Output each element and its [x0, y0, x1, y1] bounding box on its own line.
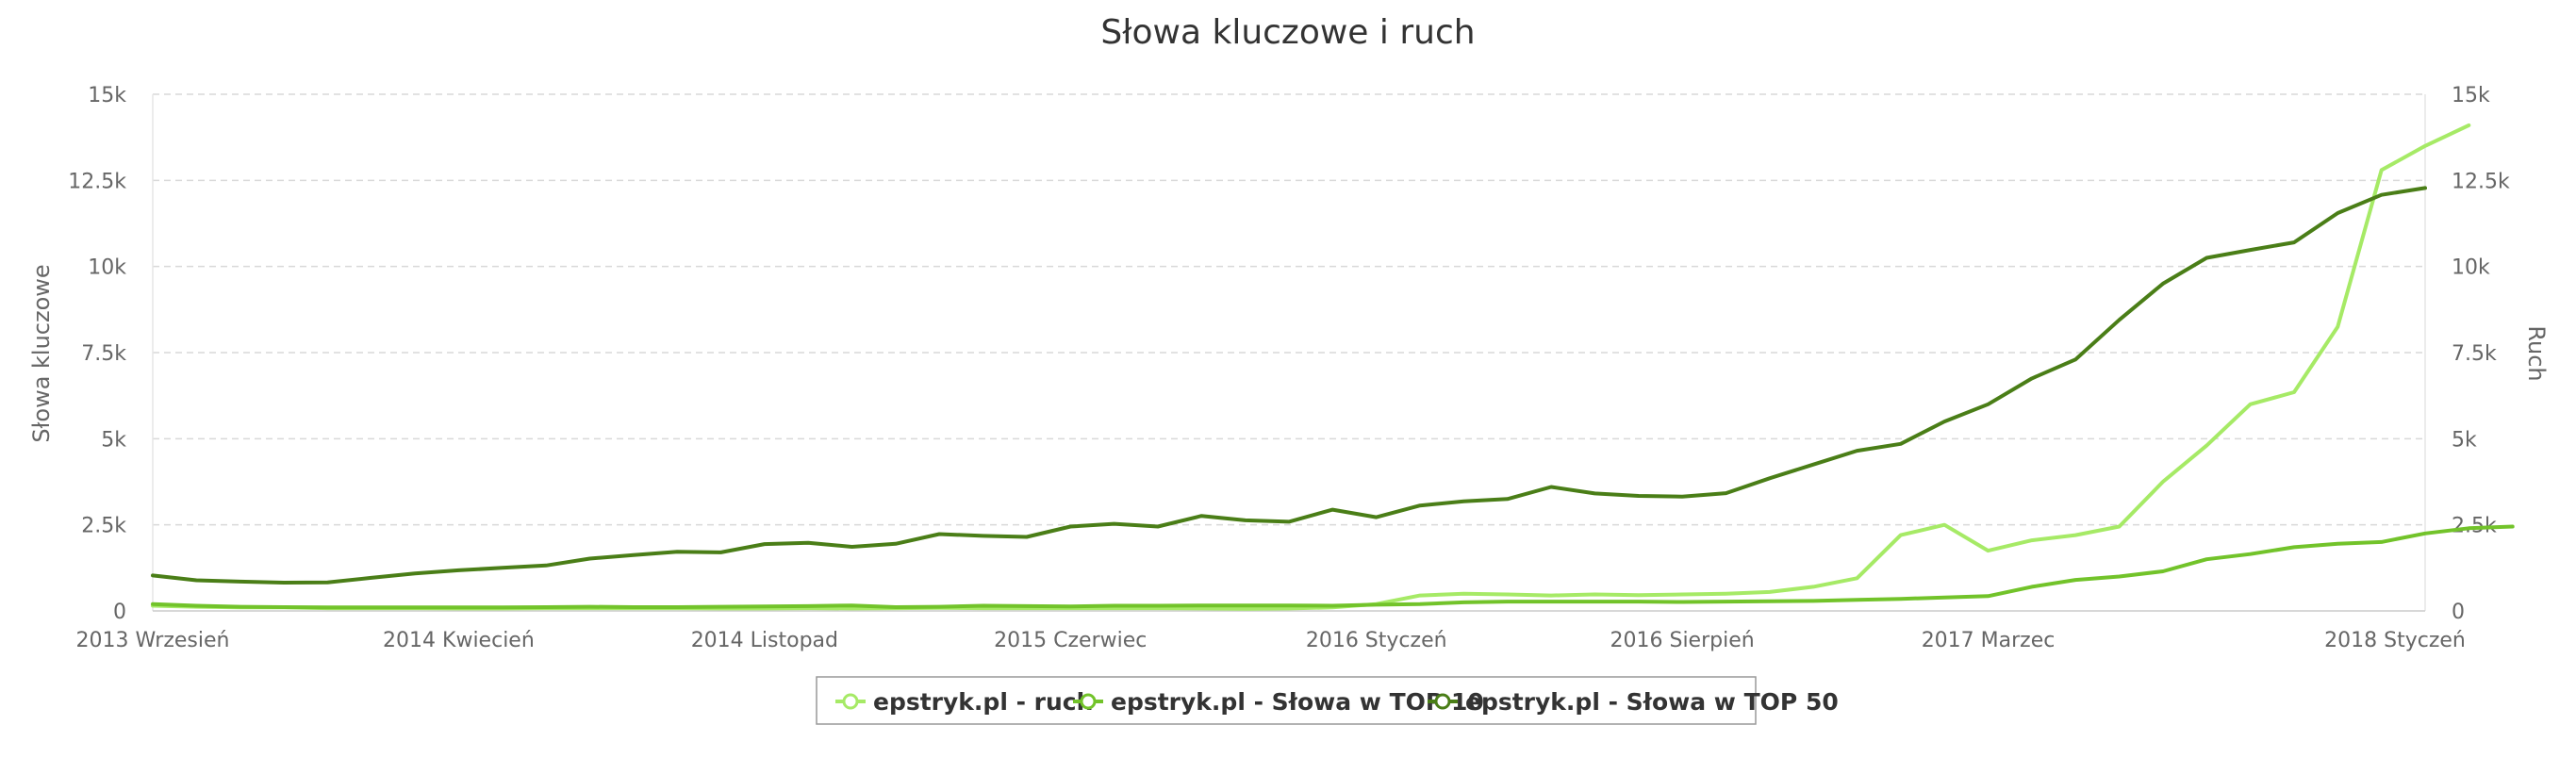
legend-box — [816, 676, 1757, 725]
x-tick-label: 2014 Listopad — [691, 629, 838, 652]
y-tick-label-right: 5k — [2452, 428, 2477, 452]
y-tick-label-right: 12.5k — [2452, 170, 2510, 193]
x-tick-label: 2016 Sierpień — [1610, 629, 1755, 652]
legend-label: epstryk.pl - ruch — [873, 688, 1093, 716]
x-tick-label: 2016 Styczeń — [1306, 629, 1447, 652]
x-axis: 2013 Wrzesień 2014 Kwiecień 2014 Listopad 2… — [76, 94, 2466, 652]
y-tick-label-right: 7.5k — [2452, 342, 2497, 366]
y-tick-label-left: 2.5k — [81, 515, 126, 538]
y-axis-left-title: Słowa kluczowe — [28, 264, 55, 442]
legend-label: epstryk.pl - Słowa w TOP 10 — [1111, 688, 1484, 716]
x-tick-label: 2015 Czerwiec — [994, 629, 1147, 652]
legend-label: epstryk.pl - Słowa w TOP 50 — [1465, 688, 1839, 716]
y-tick-label-left: 7.5k — [81, 342, 126, 366]
x-tick-label: 2014 Kwiecień — [383, 629, 535, 652]
y-tick-label-left: 12.5k — [68, 170, 126, 193]
x-tick-label: 2013 Wrzesień — [76, 629, 230, 652]
y-tick-label-left: 0 — [113, 601, 126, 624]
y-axis-left: 0 2.5k 5k 7.5k 10k 12.5k 15k — [68, 84, 126, 624]
grid-lines — [153, 93, 2425, 526]
y-tick-label-left: 5k — [101, 428, 126, 452]
y-tick-label-left: 15k — [88, 84, 126, 107]
y-tick-label-right: 0 — [2452, 601, 2465, 624]
series-lines — [151, 123, 2515, 611]
y-tick-label-right: 15k — [2452, 84, 2490, 107]
x-tick-label: 2018 Styczeń — [2324, 629, 2466, 652]
y-tick-label-right: 10k — [2452, 256, 2490, 280]
y-axis-right-title: Ruch — [2523, 325, 2550, 381]
series-line — [151, 186, 2427, 585]
series-line — [151, 123, 2471, 611]
x-tick-label: 2017 Marzec — [1922, 629, 2056, 652]
chart-title: Słowa kluczowe i ruch — [1100, 13, 1475, 52]
legend-marker — [1080, 693, 1097, 710]
y-tick-label-left: 10k — [88, 256, 126, 280]
legend-marker — [1434, 693, 1451, 710]
series-line — [151, 524, 2515, 610]
legend: epstryk.pl - ruch epstryk.pl - Słowa w TO… — [816, 676, 1839, 725]
legend-marker — [842, 693, 859, 710]
